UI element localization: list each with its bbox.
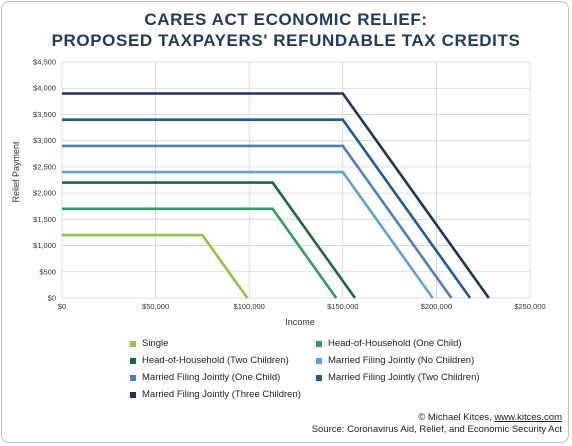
series-line-4 <box>62 144 453 299</box>
y-tick-label: $500 <box>39 267 56 276</box>
y-tick-label: $2,500 <box>33 162 56 171</box>
legend-swatch <box>130 340 136 347</box>
x-tick-label: $150,000 <box>327 302 358 311</box>
x-tick-label: $100,000 <box>234 302 265 311</box>
legend-label: Married Filing Jointly (One Child) <box>142 372 281 383</box>
legend-label: Single <box>142 338 169 349</box>
x-axis-label: Income <box>285 317 315 327</box>
legend-swatch <box>316 340 322 347</box>
y-tick-label: $0 <box>48 294 56 303</box>
legend-swatch <box>130 374 136 381</box>
credit-prefix: © Michael Kitces, <box>418 412 495 423</box>
legend-label: Head-of-Household (Two Children) <box>142 355 289 366</box>
series-line-5 <box>62 118 472 299</box>
series-line-6 <box>62 92 490 299</box>
y-tick-label: $3,000 <box>33 136 56 145</box>
legend-item: Head-of-Household (Two Children) <box>130 355 316 366</box>
tick-labels: $0 $500 $1,000 $1,500 $2,000 $2,500 $3,000 $3,5… <box>33 58 546 312</box>
legend-label: Married Filing Jointly (Three Children) <box>142 389 301 400</box>
chart-title: CARES ACT ECONOMIC RELIEF: <box>144 10 428 29</box>
series-lines <box>62 92 490 299</box>
credit-link[interactable]: www.kitces.com <box>494 412 562 423</box>
x-tick-label: $0 <box>58 302 66 311</box>
x-tick-label: $250,000 <box>514 302 545 311</box>
y-tick-label: $1,000 <box>33 241 56 250</box>
y-tick-label: $3,500 <box>33 110 56 119</box>
gridlines <box>61 61 531 299</box>
y-tick-label: $2,000 <box>33 189 56 198</box>
legend-item: Married Filing Jointly (One Child) <box>130 372 316 383</box>
legend-item: Head-of-Household (One Child) <box>316 338 516 349</box>
series-line-1 <box>62 207 338 299</box>
y-tick-label: $4,000 <box>33 84 56 93</box>
credit-line: © Michael Kitces, www.kitces.com <box>418 412 562 423</box>
legend-swatch <box>130 391 136 398</box>
legend-swatch <box>316 357 322 364</box>
y-tick-label: $4,500 <box>33 58 56 67</box>
x-tick-label: $50,000 <box>142 302 169 311</box>
legend-swatch <box>316 374 322 381</box>
legend-label: Married Filing Jointly (Two Children) <box>328 372 480 383</box>
y-axis-label: Relief Payment <box>11 141 21 203</box>
series-line-2 <box>62 181 357 299</box>
legend-label: Married Filing Jointly (No Children) <box>328 355 475 366</box>
legend-item: Married Filing Jointly (Three Children) <box>130 389 316 400</box>
series-line-0 <box>62 233 249 299</box>
source-line: Source: Coronavirus Aid, Relief, and Eco… <box>311 424 562 435</box>
x-tick-label: $200,000 <box>421 302 452 311</box>
legend-swatch <box>130 357 136 364</box>
y-tick-label: $1,500 <box>33 215 56 224</box>
legend-item: Single <box>130 338 316 349</box>
legend-item: Married Filing Jointly (Two Children) <box>316 372 516 383</box>
legend-item: Married Filing Jointly (No Children) <box>316 355 516 366</box>
series-line-3 <box>62 170 434 299</box>
legend-label: Head-of-Household (One Child) <box>328 338 462 349</box>
chart-subtitle: PROPOSED TAXPAYERS' REFUNDABLE TAX CREDI… <box>51 31 521 50</box>
legend: Single Head-of-Household (One Child) Head-… <box>130 338 550 400</box>
